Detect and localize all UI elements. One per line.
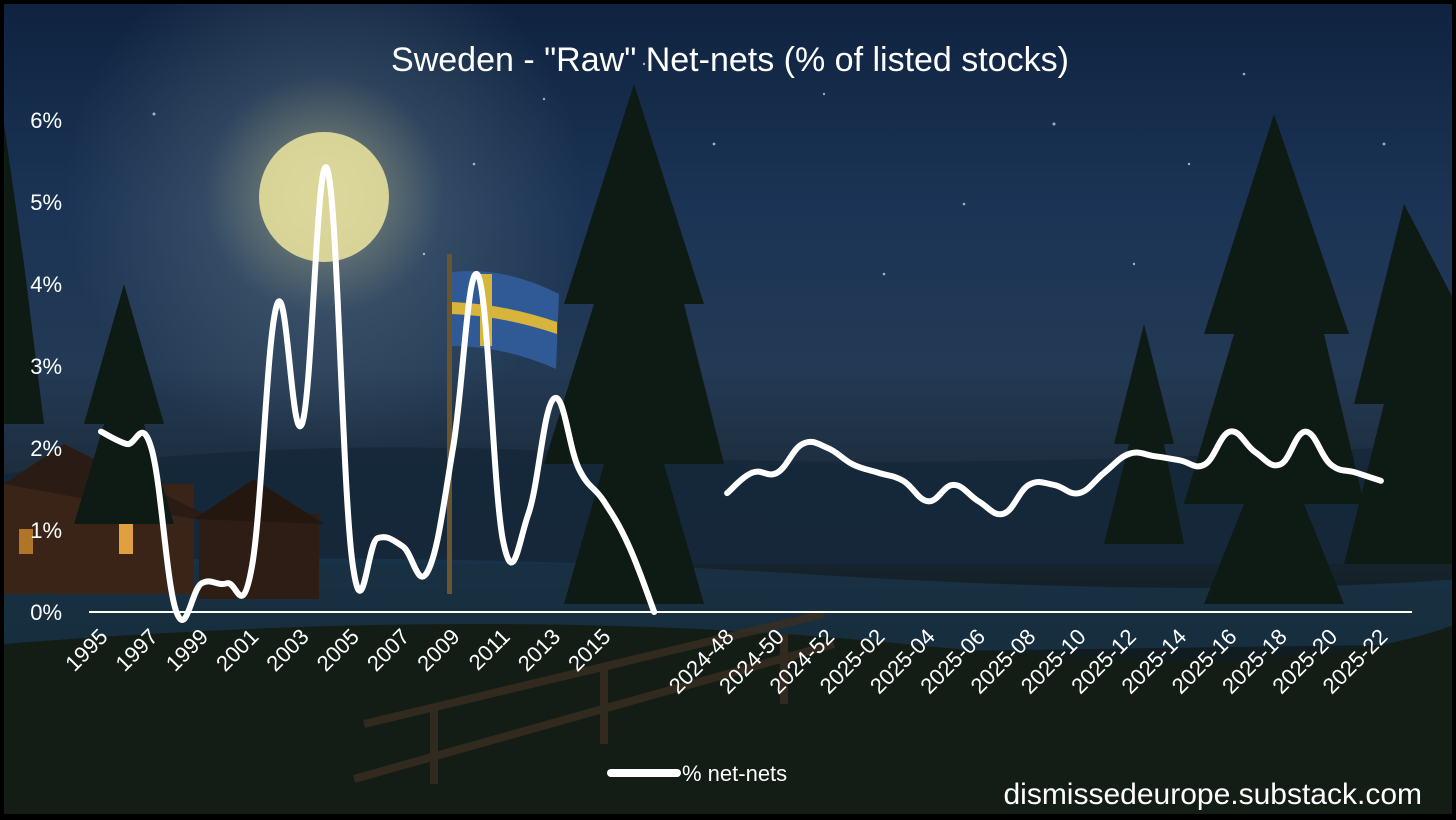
x-tick-label: 2009 (412, 624, 464, 676)
x-tick-label: 2001 (211, 624, 263, 676)
legend-label: % net-nets (682, 761, 787, 786)
x-tick-label: 1999 (161, 624, 213, 676)
y-tick-label: 1% (30, 518, 62, 543)
x-tick-label: 2003 (261, 624, 313, 676)
chart-title: Sweden - "Raw" Net-nets (% of listed sto… (391, 41, 1069, 79)
x-tick-label: 1997 (111, 624, 163, 676)
y-tick-label: 5% (30, 190, 62, 215)
y-tick-label: 4% (30, 272, 62, 297)
y-tick-label: 2% (30, 436, 62, 461)
y-tick-label: 3% (30, 354, 62, 379)
series-group (101, 167, 1381, 620)
series-line-segment-2 (727, 431, 1381, 514)
x-tick-label: 2015 (563, 624, 615, 676)
watermark: dismissedeurope.substack.com (1003, 778, 1422, 812)
x-tick-label: 2013 (513, 624, 565, 676)
y-axis: 0% 1% 2% 3% 4% 5% 6% (30, 108, 62, 625)
legend: % net-nets (611, 761, 787, 786)
x-tick-label: 1995 (60, 624, 112, 676)
y-tick-label: 0% (30, 600, 62, 625)
line-chart: Sweden - "Raw" Net-nets (% of listed sto… (4, 4, 1454, 816)
x-tick-label: 2007 (362, 624, 414, 676)
y-tick-label: 6% (30, 108, 62, 133)
x-tick-label: 2011 (464, 624, 515, 675)
x-tick-label: 2005 (312, 624, 364, 676)
series-line-segment-1 (101, 167, 654, 620)
